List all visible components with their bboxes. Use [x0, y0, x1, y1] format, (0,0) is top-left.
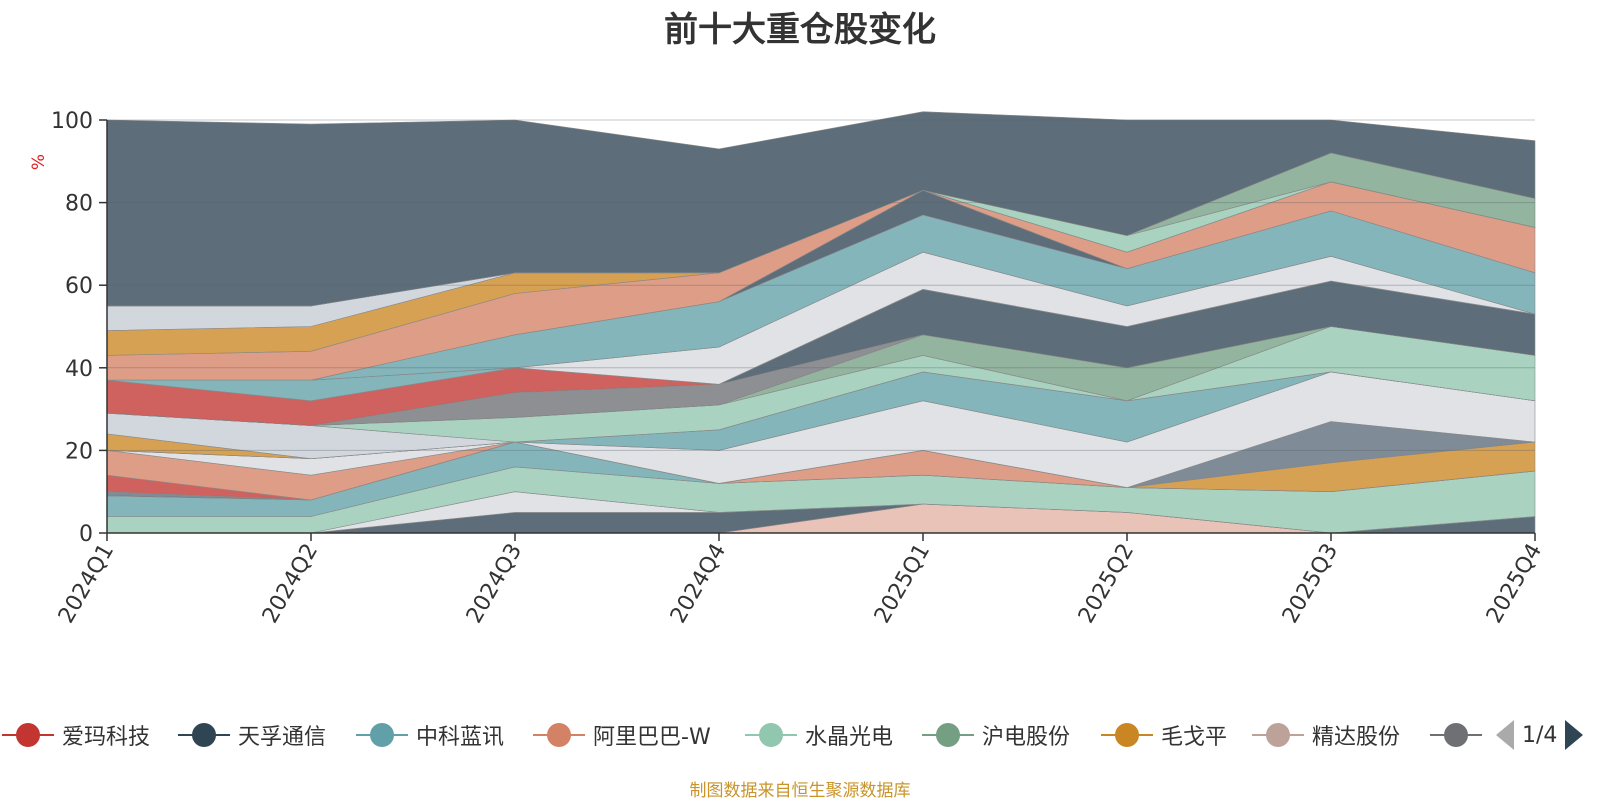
- legend-item[interactable]: 爱玛科技: [2, 718, 150, 752]
- legend-marker-icon: [745, 722, 797, 748]
- legend-label: 精达股份: [1312, 725, 1401, 750]
- legend: 爱玛科技 天孚通信 中科蓝讯 阿里巴巴-W 水晶光电 沪电股份 毛戈平 精达股份: [0, 718, 1600, 758]
- legend-label: 中科蓝讯: [416, 725, 505, 750]
- y-tick-label: 60: [65, 274, 93, 299]
- legend-marker-icon: [922, 722, 974, 748]
- legend-label: 沪电股份: [982, 725, 1071, 750]
- legend-page-indicator: 1/4: [1522, 722, 1558, 748]
- grid-lines: [107, 119, 1535, 534]
- legend-item[interactable]: 精达股份: [1252, 718, 1400, 752]
- area-series-29: [106, 111, 1536, 307]
- x-tick-label: 2024Q2: [258, 540, 323, 628]
- y-tick-label: 0: [79, 522, 93, 547]
- y-tick-label: 80: [65, 192, 93, 217]
- legend-item[interactable]: 水晶光电: [745, 718, 893, 752]
- legend-marker-icon: [178, 722, 230, 748]
- legend-label: 毛戈平: [1161, 725, 1228, 750]
- legend-marker-icon: [356, 722, 408, 748]
- x-tick-label: 2024Q4: [666, 540, 731, 628]
- legend-label: 阿里巴巴-W: [593, 725, 711, 750]
- y-tick-label: 100: [51, 109, 93, 134]
- legend-label: 水晶光电: [805, 725, 894, 750]
- legend-pager: 1/4: [1496, 718, 1584, 752]
- legend-marker-icon: [1252, 722, 1304, 748]
- y-axis-unit-label: %: [29, 154, 49, 170]
- legend-item[interactable]: [1430, 718, 1482, 752]
- legend-label: 爱玛科技: [62, 725, 151, 750]
- legend-marker-icon: [1430, 722, 1482, 748]
- x-tick-label: 2024Q3: [462, 540, 527, 628]
- legend-marker-icon: [533, 722, 585, 748]
- legend-item[interactable]: 天孚通信: [178, 718, 326, 752]
- legend-item[interactable]: 毛戈平: [1101, 718, 1227, 752]
- y-tick-label: 40: [65, 357, 93, 382]
- x-tick-label: 2025Q1: [870, 540, 935, 628]
- source-note: 制图数据来自恒生聚源数据库: [689, 781, 911, 801]
- x-tick-label: 2025Q2: [1074, 540, 1139, 628]
- x-tick-label: 2025Q4: [1482, 540, 1547, 628]
- legend-prev-page-icon[interactable]: [1496, 720, 1514, 750]
- area-series-group: [106, 111, 1536, 534]
- x-tick-label: 2024Q1: [54, 540, 119, 628]
- y-tick-label: 20: [65, 439, 93, 464]
- x-tick-label: 2025Q3: [1278, 540, 1343, 628]
- legend-marker-icon: [1101, 722, 1153, 748]
- legend-item[interactable]: 阿里巴巴-W: [533, 718, 711, 752]
- legend-next-page-icon[interactable]: [1565, 720, 1584, 750]
- chart-title: 前十大重仓股变化: [664, 10, 936, 50]
- legend-item[interactable]: 沪电股份: [922, 718, 1070, 752]
- legend-label: 天孚通信: [238, 725, 327, 750]
- legend-marker-icon: [2, 722, 54, 748]
- legend-item[interactable]: 中科蓝讯: [356, 718, 504, 752]
